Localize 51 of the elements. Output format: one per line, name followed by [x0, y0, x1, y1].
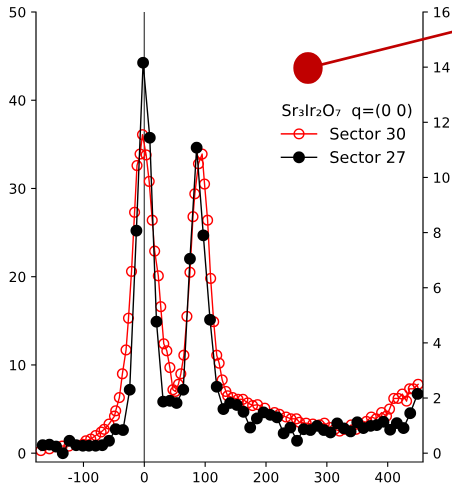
- y2-tick-label: 14: [434, 62, 450, 72]
- y-tick-label: 0: [18, 448, 26, 459]
- point: [291, 434, 303, 447]
- legend-label: Sector 27: [330, 151, 405, 164]
- x-tick-label: -100: [68, 472, 98, 482]
- point: [150, 316, 162, 328]
- point: [230, 399, 243, 411]
- y2-tick-label: 12: [434, 117, 450, 128]
- point: [184, 252, 196, 265]
- point: [238, 406, 250, 418]
- point: [117, 424, 129, 436]
- x-tick-label: 400: [375, 472, 400, 482]
- point: [197, 229, 210, 242]
- point: [190, 142, 203, 154]
- y2-tick-label: 4: [433, 338, 441, 348]
- y-tick-label: 30: [10, 183, 26, 194]
- legend-title: Sr₃Ir₂O₇ q=(0 0): [282, 104, 412, 120]
- point: [124, 384, 136, 396]
- point: [144, 132, 156, 144]
- point: [103, 434, 115, 447]
- point: [210, 380, 223, 393]
- point: [244, 422, 256, 434]
- y-tick-label: 50: [10, 6, 26, 18]
- point: [177, 384, 190, 396]
- y2-tick-label: 16: [434, 6, 450, 18]
- point: [271, 411, 283, 424]
- point: [412, 388, 424, 400]
- y-tick-label: 10: [10, 360, 26, 370]
- y-tick-label: 20: [10, 272, 26, 282]
- x-tick-label: 300: [314, 472, 340, 482]
- point: [398, 422, 410, 434]
- y2-tick-label: 8: [434, 228, 441, 238]
- point: [324, 426, 336, 438]
- y2-tick-label: 0: [434, 448, 441, 459]
- x-tick-label: 200: [254, 472, 278, 482]
- y2-tick-label: 10: [434, 172, 450, 183]
- point: [56, 447, 69, 460]
- point: [137, 56, 149, 69]
- point: [404, 407, 416, 420]
- point: [378, 416, 390, 428]
- point: [284, 422, 296, 434]
- legend-label: Sector 30: [330, 128, 406, 140]
- y-tick-label: 40: [9, 95, 26, 106]
- point: [344, 425, 356, 438]
- point: [204, 314, 216, 326]
- y2-tick-label: 2: [434, 393, 440, 404]
- x-tick-label: 0: [140, 472, 148, 482]
- y2-tick-label: 6: [434, 282, 441, 294]
- x-tick-label: 100: [193, 472, 218, 482]
- point: [170, 397, 182, 409]
- point: [130, 224, 142, 237]
